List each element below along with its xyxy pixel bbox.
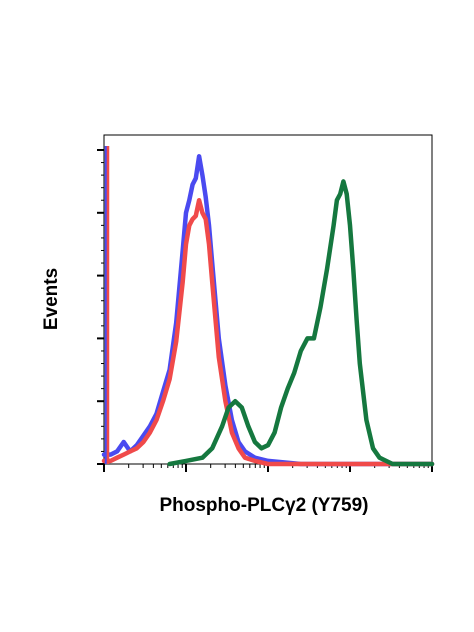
histogram-series-3: [167, 179, 435, 467]
plot-frame: [103, 134, 433, 465]
x-axis-title: Phospho-PLCγ2 (Y759): [159, 495, 368, 516]
y-axis-title: Events: [41, 268, 62, 330]
histogram-curves: [101, 146, 435, 467]
histogram-series-1: [101, 154, 435, 467]
axis-ticks: [97, 149, 433, 472]
histogram-series-2: [101, 197, 435, 467]
